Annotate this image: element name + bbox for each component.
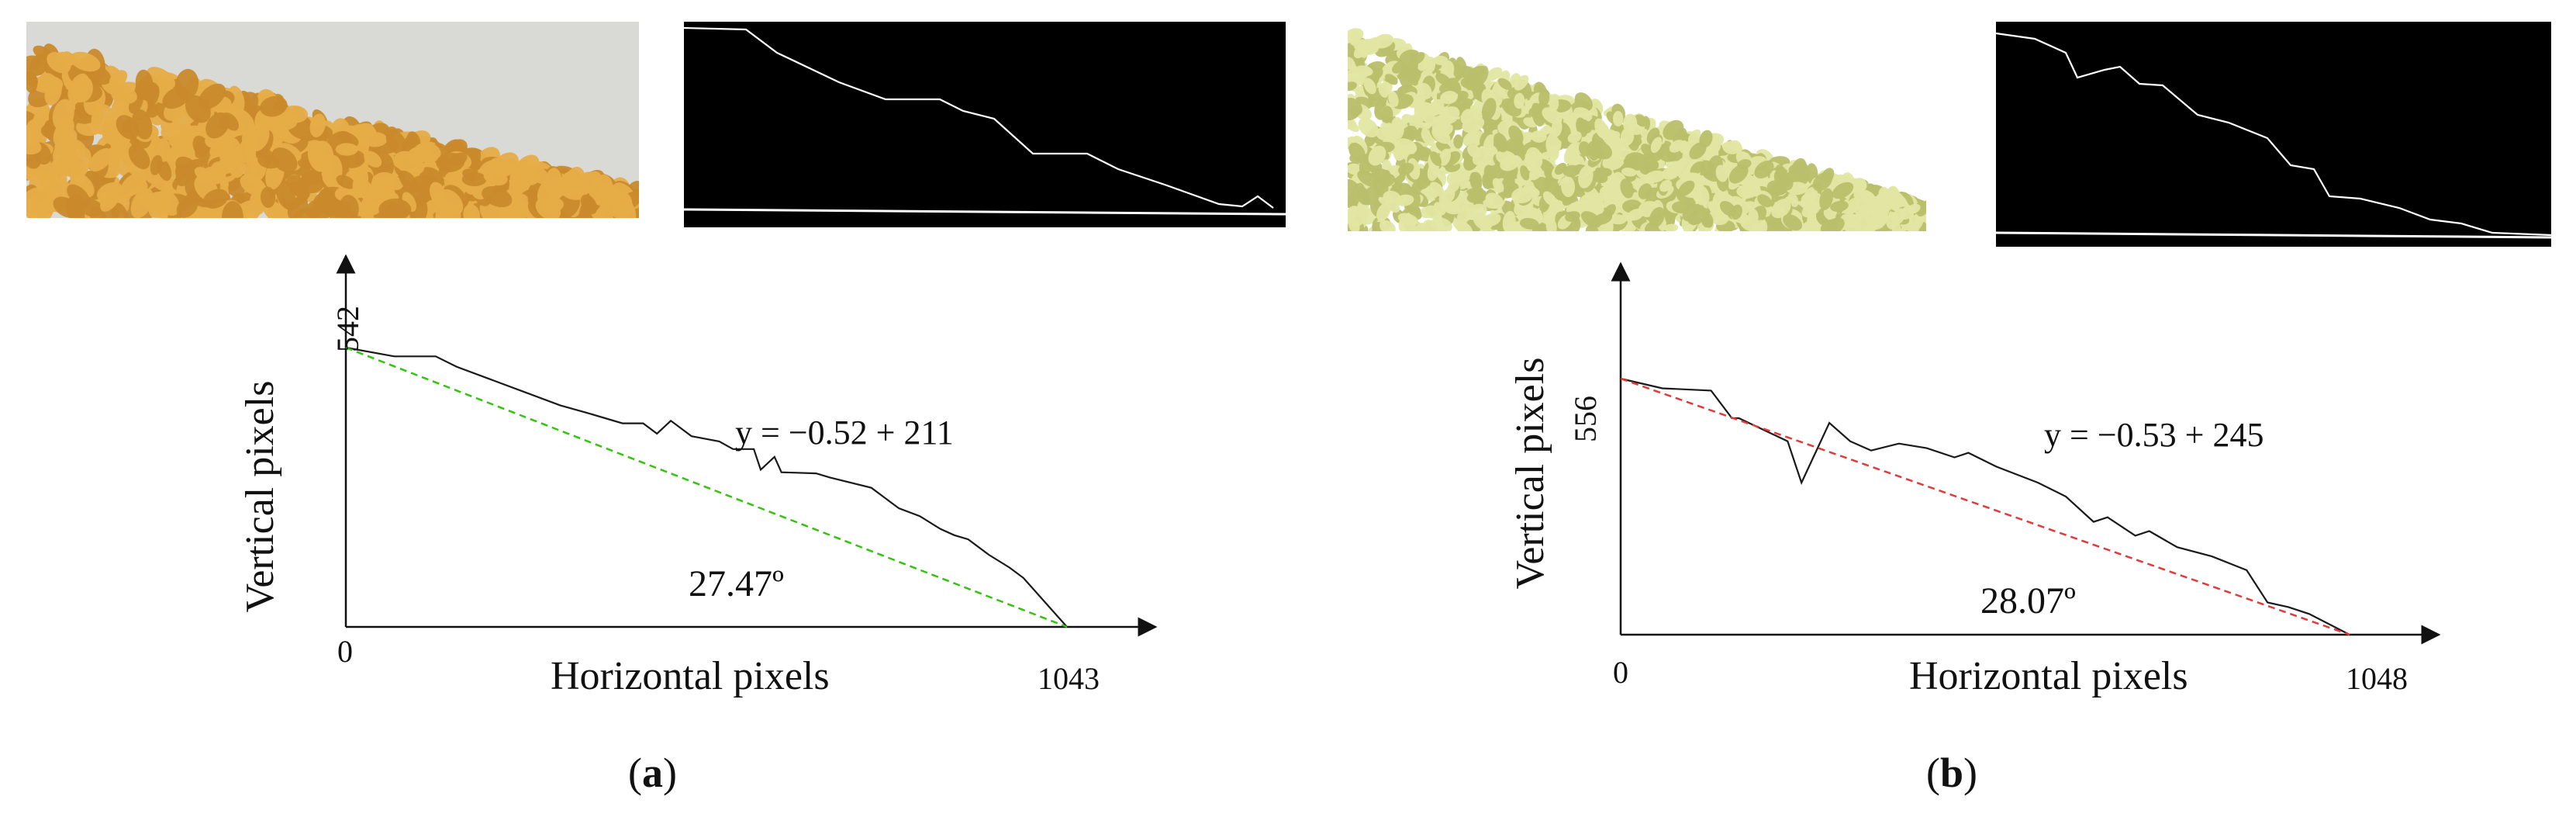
y-tick-label: 556 xyxy=(1568,396,1603,442)
repose-angle-label: 27.47º xyxy=(689,563,784,604)
x-tick-label: 1048 xyxy=(2346,661,2408,696)
edge-contour-image xyxy=(1996,22,2551,247)
fit-line xyxy=(1620,377,2350,636)
chart-b: y = −0.53 + 245 28.07º Horizontal pixels Ve… xyxy=(1508,261,2441,698)
edge-image-b xyxy=(1996,22,2551,247)
panel-label-close: ) xyxy=(662,749,677,796)
x-axis-label: Horizontal pixels xyxy=(551,654,830,698)
panel-label-b: (b) xyxy=(1926,749,1977,797)
edge-contour-image xyxy=(684,22,1286,227)
profile-line xyxy=(345,346,1068,628)
panel-label-letter: a xyxy=(641,749,663,796)
panel-label-letter: b xyxy=(1939,749,1964,796)
y-axis-label: Vertical pixels xyxy=(1508,358,1552,590)
simulated-grain-pile-image xyxy=(1348,22,1926,231)
y-axis-label: Vertical pixels xyxy=(238,381,282,613)
panel-label-open: ( xyxy=(628,749,642,796)
x-tick-label: 0 xyxy=(337,634,353,669)
x-tick-label: 1043 xyxy=(1038,661,1100,696)
x-tick-label: 0 xyxy=(1613,655,1628,690)
panel-label-close: ) xyxy=(1963,749,1978,796)
panel-label-a: (a) xyxy=(628,749,677,797)
x-axis-label: Horizontal pixels xyxy=(1909,654,2188,698)
chart-a: y = −0.52 + 211 27.47º Horizontal pixels Ve… xyxy=(238,254,1158,698)
repose-angle-label: 28.07º xyxy=(1980,580,2076,621)
y-tick-label: 542 xyxy=(330,306,365,352)
wheat-photo-a xyxy=(26,22,639,218)
panel-label-open: ( xyxy=(1926,749,1940,796)
fit-equation: y = −0.53 + 245 xyxy=(2044,416,2263,454)
fit-equation: y = −0.52 + 211 xyxy=(735,414,954,452)
simulated-photo-b xyxy=(1348,22,1926,231)
fit-line xyxy=(345,346,1068,628)
edge-image-a xyxy=(684,22,1286,227)
wheat-grain-pile-image xyxy=(26,22,639,218)
